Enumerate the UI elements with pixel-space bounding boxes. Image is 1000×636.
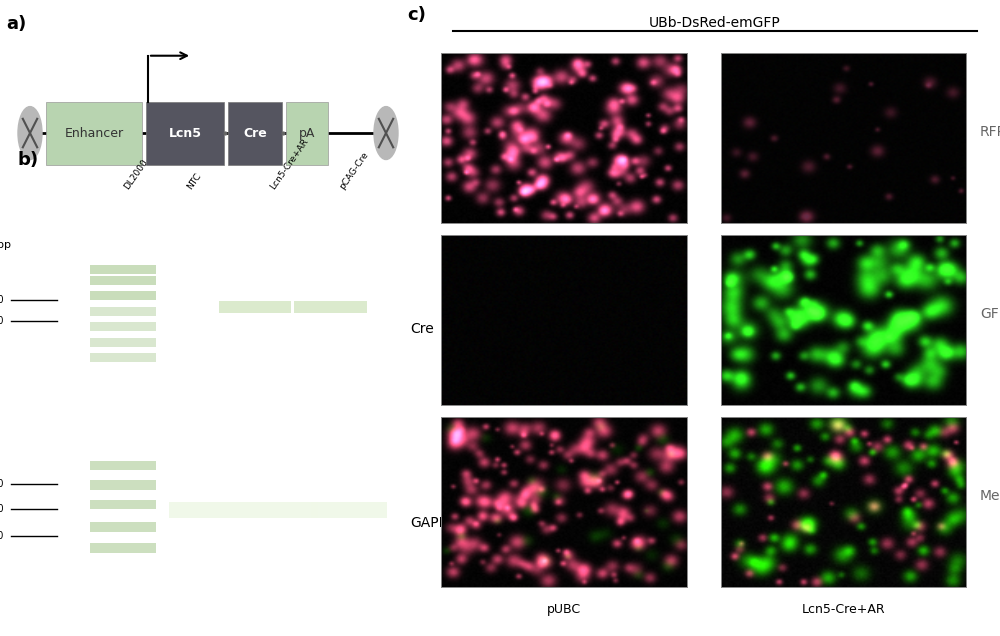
Bar — [90, 543, 156, 553]
Text: pCAG-Cre: pCAG-Cre — [337, 150, 370, 191]
FancyBboxPatch shape — [286, 102, 328, 165]
Text: NTC: NTC — [186, 172, 203, 191]
Bar — [90, 500, 156, 509]
Bar — [218, 301, 291, 313]
Text: Lcn5: Lcn5 — [169, 127, 202, 139]
Text: Merge: Merge — [980, 489, 1000, 503]
Text: Cre: Cre — [410, 322, 434, 336]
Text: c): c) — [407, 6, 426, 24]
Text: 250: 250 — [0, 504, 4, 513]
Text: bp: bp — [0, 240, 11, 250]
Bar — [90, 460, 156, 471]
Text: 500: 500 — [0, 479, 4, 489]
Bar — [90, 352, 156, 361]
Bar — [294, 301, 367, 313]
Bar — [90, 265, 156, 274]
Bar — [90, 277, 156, 286]
Bar — [169, 502, 242, 518]
Text: UBb-DsRed-emGFP: UBb-DsRed-emGFP — [649, 16, 781, 30]
Text: GFP: GFP — [980, 307, 1000, 321]
Text: Enhancer: Enhancer — [64, 127, 124, 139]
Text: DL2000: DL2000 — [123, 158, 150, 191]
Ellipse shape — [18, 107, 42, 160]
Text: Lcn5-Cre+AR: Lcn5-Cre+AR — [268, 137, 310, 191]
Text: Cre: Cre — [243, 127, 267, 139]
Text: pUBC: pUBC — [547, 603, 581, 616]
Text: 750: 750 — [0, 295, 4, 305]
Bar — [90, 522, 156, 532]
Text: Lcn5-Cre+AR: Lcn5-Cre+AR — [801, 603, 885, 616]
Ellipse shape — [374, 107, 398, 160]
Bar — [90, 307, 156, 316]
Bar — [90, 291, 156, 300]
Text: pA: pA — [299, 127, 315, 139]
Text: 500: 500 — [0, 316, 4, 326]
Text: RFP: RFP — [980, 125, 1000, 139]
FancyBboxPatch shape — [228, 102, 282, 165]
Bar — [90, 322, 156, 331]
Text: 100: 100 — [0, 531, 4, 541]
Bar — [242, 502, 318, 518]
Text: GAPDH: GAPDH — [410, 516, 460, 530]
Text: b): b) — [17, 151, 38, 169]
Bar — [90, 480, 156, 490]
Bar — [311, 502, 387, 518]
Text: a): a) — [6, 15, 26, 33]
FancyBboxPatch shape — [146, 102, 224, 165]
FancyBboxPatch shape — [46, 102, 142, 165]
Bar — [90, 338, 156, 347]
